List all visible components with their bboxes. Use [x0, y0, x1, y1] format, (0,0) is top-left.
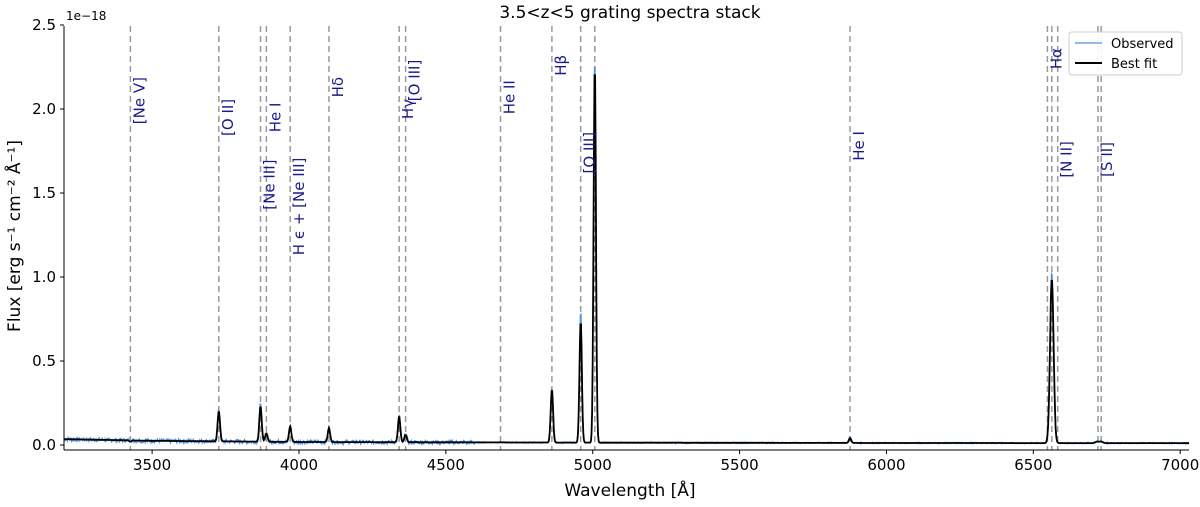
- emission-line-label: [S II]: [1098, 142, 1116, 177]
- emission-line-label: He I: [850, 131, 868, 161]
- y-tick-label: 1.5: [32, 184, 56, 202]
- x-tick-label: 5000: [574, 456, 612, 474]
- x-tick-label: 4000: [280, 456, 318, 474]
- x-tick-label: 6500: [1014, 456, 1052, 474]
- y-tick-label: 2.5: [32, 16, 56, 34]
- emission-line-labels: [Ne V] [O II] [Ne III] He I H ϵ + [Ne III] Hδ…: [130, 48, 1116, 255]
- legend-label: Best fit: [1111, 57, 1157, 72]
- emission-line-label: [N II]: [1058, 141, 1076, 178]
- emission-line-label: Hδ: [329, 77, 347, 97]
- y-tick-label: 1.0: [32, 268, 56, 286]
- x-tick-label: 3500: [133, 456, 171, 474]
- chart-title: 3.5<z<5 grating spectra stack: [499, 3, 760, 23]
- emission-line-label: He I: [266, 103, 284, 133]
- x-tick-label: 7000: [1161, 456, 1199, 474]
- legend: Observed Best fit: [1068, 31, 1183, 76]
- emission-line-label: Hα: [1047, 48, 1065, 69]
- emission-line-label: He II: [500, 80, 518, 114]
- emission-line-label: Hβ: [552, 55, 570, 76]
- emission-line-label: [O III]: [581, 132, 599, 174]
- emission-line-markers: [129, 26, 1102, 450]
- legend-label: Observed: [1111, 37, 1174, 52]
- emission-line-label: [Ne V]: [130, 77, 148, 124]
- x-tick-label: 6000: [867, 456, 905, 474]
- emission-line-label: [O II]: [219, 99, 237, 136]
- best-fit-line: [64, 74, 1189, 445]
- x-tick-label: 4500: [427, 456, 465, 474]
- emission-line-label: H ϵ + [Ne III]: [290, 158, 308, 256]
- emission-line-label: [Ne III]: [261, 159, 279, 209]
- emission-line-label: Hγ: [399, 99, 417, 119]
- y-tick-label: 0.0: [32, 436, 56, 454]
- y-tick-label: 2.0: [32, 100, 56, 118]
- x-tick-label: 5500: [720, 456, 758, 474]
- y-axis-label: Flux [erg s⁻¹ cm⁻² Å⁻¹]: [3, 140, 25, 332]
- emission-line-label: [O III]: [406, 60, 424, 102]
- x-axis-label: Wavelength [Å]: [564, 479, 695, 501]
- axes: 3500 4000 4500 5000 5500 6000 6500 7000 0.0 0.5 1.…: [32, 16, 1199, 474]
- y-offset-label: 1e−18: [66, 9, 106, 23]
- y-tick-label: 0.5: [32, 352, 56, 370]
- best-fit-series: [64, 74, 1189, 445]
